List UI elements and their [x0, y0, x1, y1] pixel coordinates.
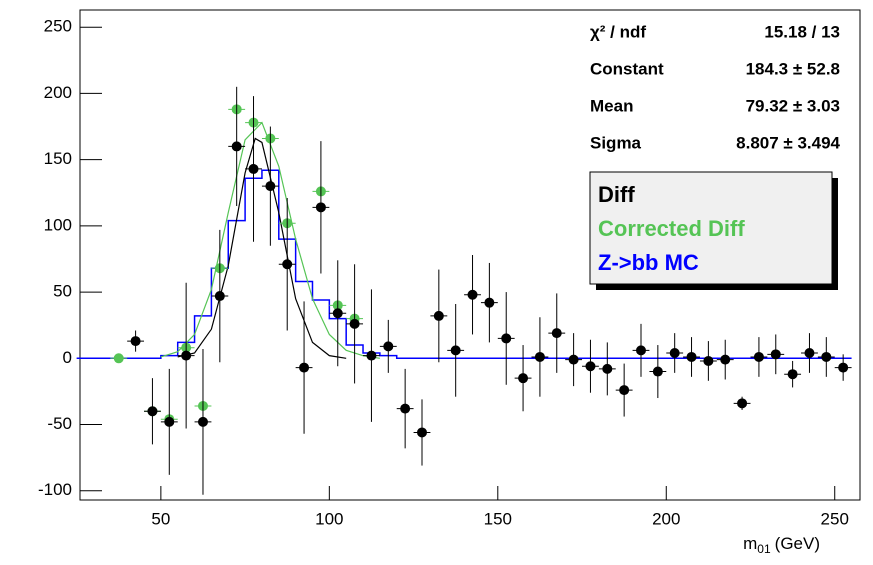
- x-tick-label: 100: [315, 509, 343, 528]
- point: [282, 259, 293, 270]
- point: [635, 345, 646, 356]
- y-tick-label: 50: [53, 282, 72, 301]
- point: [416, 427, 427, 438]
- point: [315, 202, 326, 213]
- y-tick-label: -100: [38, 480, 72, 499]
- stat-value: 8.807 ± 3.494: [736, 133, 840, 152]
- point: [467, 289, 478, 300]
- point: [804, 348, 815, 358]
- point: [181, 350, 192, 361]
- point: [113, 353, 124, 364]
- point: [652, 366, 663, 377]
- x-axis-label: m01 (GeV): [743, 534, 820, 556]
- y-tick-label: 150: [44, 149, 72, 168]
- x-tick-label: 200: [652, 509, 680, 528]
- y-tick-label: 200: [44, 83, 72, 102]
- point: [164, 416, 175, 427]
- point: [737, 398, 748, 409]
- legend-label: Diff: [598, 182, 635, 207]
- y-tick-label: 100: [44, 215, 72, 234]
- stat-label: Constant: [590, 59, 664, 78]
- point: [619, 385, 630, 396]
- stat-label: Sigma: [590, 133, 642, 152]
- point: [265, 181, 276, 192]
- point: [669, 348, 680, 358]
- point: [400, 403, 411, 414]
- point: [568, 354, 579, 365]
- point: [585, 361, 596, 372]
- point: [821, 351, 832, 362]
- point: [130, 336, 141, 347]
- point: [450, 345, 461, 356]
- fit-curve: [177, 137, 347, 359]
- point: [248, 163, 259, 174]
- point: [332, 308, 343, 319]
- legend-label: Z->bb MC: [598, 250, 699, 275]
- point: [349, 318, 360, 329]
- point: [753, 351, 764, 362]
- stat-label: χ² / ndf: [590, 22, 646, 41]
- legend-label: Corrected Diff: [598, 216, 745, 241]
- point: [433, 310, 444, 321]
- point: [686, 351, 697, 362]
- point: [787, 369, 798, 380]
- legend: [589, 171, 833, 285]
- point: [838, 362, 849, 373]
- point: [602, 363, 613, 374]
- point: [197, 416, 208, 427]
- point: [214, 291, 225, 302]
- point: [501, 333, 512, 344]
- y-tick-label: 250: [44, 17, 72, 36]
- frame: [79, 9, 861, 501]
- point: [551, 328, 562, 339]
- point: [703, 355, 714, 366]
- stat-value: 79.32 ± 3.03: [746, 96, 840, 115]
- stat-value: 184.3 ± 52.8: [746, 59, 840, 78]
- point: [518, 373, 529, 384]
- stat-value: 15.18 / 13: [764, 22, 840, 41]
- point: [231, 141, 242, 152]
- x-tick-label: 50: [151, 509, 170, 528]
- point: [484, 297, 495, 308]
- point: [383, 341, 394, 352]
- point: [770, 349, 781, 360]
- point: [366, 350, 377, 361]
- point: [147, 406, 158, 417]
- point: [534, 351, 545, 362]
- y-tick-label: 0: [63, 348, 72, 367]
- point: [720, 354, 731, 365]
- x-tick-label: 150: [484, 509, 512, 528]
- point: [299, 362, 310, 373]
- y-tick-label: -50: [47, 414, 72, 433]
- stat-label: Mean: [590, 96, 633, 115]
- x-tick-label: 250: [821, 509, 849, 528]
